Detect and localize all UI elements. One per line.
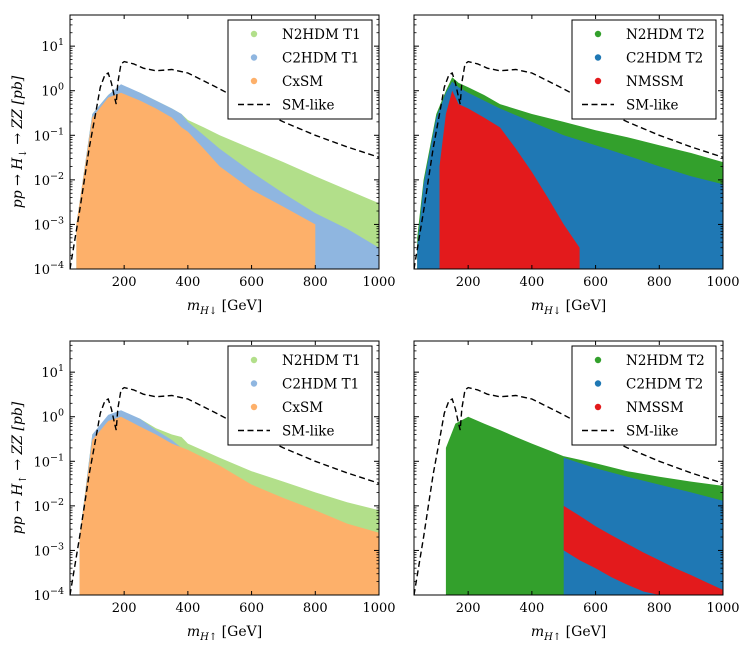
series-nmssm [563, 505, 723, 595]
x-tick-label: 800 [647, 275, 672, 290]
legend-label-c2hdm-t2: C2HDM T2 [626, 377, 703, 393]
legend-box [227, 345, 373, 446]
y-tick-label: 100 [41, 82, 64, 100]
x-tick-label: 1000 [706, 275, 739, 290]
legend-label-nmssm: NMSSM [626, 74, 684, 90]
y-tick-label: 101 [41, 363, 64, 381]
legend-label-n2hdm-t2: N2HDM T2 [626, 353, 705, 369]
x-tick-label: 1000 [706, 601, 739, 616]
y-tick-label: 10−2 [33, 171, 64, 189]
x-axis-label: mH↓ [GeV] [531, 298, 606, 317]
legend: N2HDM T1 C2HDM T1 CxSM SM-like [227, 345, 373, 446]
y-tick-label: 10−1 [33, 126, 64, 144]
legend-marker-n2hdm-t1 [250, 30, 258, 38]
x-tick-label: 400 [175, 601, 200, 616]
legend-label-n2hdm-t1: N2HDM T1 [282, 27, 361, 43]
legend-marker-c2hdm-t2 [594, 380, 602, 387]
plot-area [414, 60, 723, 269]
series-cxsm [76, 92, 316, 269]
legend-label-sm-like: SM-like [282, 424, 334, 440]
legend-label-c2hdm-t2: C2HDM T2 [626, 51, 703, 67]
x-tick-label: 800 [303, 601, 328, 616]
legend: N2HDM T1 C2HDM T1 CxSM SM-like [227, 19, 373, 120]
y-tick-label: 10−3 [33, 215, 64, 233]
y-tick-label: 10−1 [33, 452, 64, 470]
plot-area [70, 386, 379, 595]
x-tick-label: 600 [239, 601, 264, 616]
plot-area [414, 386, 723, 595]
legend-marker-nmssm [594, 403, 602, 411]
legend-label-c2hdm-t1: C2HDM T1 [282, 377, 359, 393]
legend-label-n2hdm-t2: N2HDM T2 [626, 27, 705, 43]
legend-box [571, 19, 717, 120]
series-nmssm [439, 90, 580, 269]
legend: N2HDM T2 C2HDM T2 NMSSM SM-like [571, 19, 717, 120]
legend-label-cxsm: CxSM [282, 400, 323, 416]
x-tick-label: 600 [239, 275, 264, 290]
y-tick-label: 101 [41, 37, 64, 55]
legend-box [571, 345, 717, 446]
y-axis-label: pp → H↑ → ZZ [pb] [10, 401, 29, 534]
y-tick-label: 10−3 [33, 541, 64, 559]
x-tick-label: 200 [112, 601, 137, 616]
x-axis-label: mH↑ [GeV] [531, 624, 606, 643]
x-tick-label: 600 [583, 601, 608, 616]
legend-label-nmssm: NMSSM [626, 400, 684, 416]
panel-top-left: 200 400 600 800 1000 10−4 10−3 10−2 10−1 100 101 mH… [10, 14, 396, 317]
panel-bottom-left: 200 400 600 800 1000 10−4 10−3 10−2 10−1 100 101 mH… [10, 340, 396, 643]
legend-label-sm-like: SM-like [282, 98, 334, 114]
x-tick-label: 200 [456, 601, 481, 616]
y-tick-label: 10−2 [33, 497, 64, 515]
x-tick-label: 200 [456, 275, 481, 290]
legend-marker-c2hdm-t1 [250, 380, 258, 387]
series-cxsm [79, 416, 379, 595]
x-tick-label: 1000 [362, 601, 395, 616]
panel-bottom-right: 200 400 600 800 1000 mH↑ [GeV] N2HDM T2 C2HDM T… [413, 340, 740, 643]
x-tick-label: 400 [175, 275, 200, 290]
legend-label-sm-like: SM-like [626, 98, 678, 114]
legend-label-sm-like: SM-like [626, 424, 678, 440]
legend-marker-n2hdm-t1 [250, 356, 258, 364]
x-tick-label: 400 [519, 275, 544, 290]
legend-label-c2hdm-t1: C2HDM T1 [282, 51, 359, 67]
x-tick-label: 800 [647, 601, 672, 616]
legend-box [227, 19, 373, 120]
legend-marker-c2hdm-t1 [250, 54, 258, 61]
legend-label-n2hdm-t1: N2HDM T1 [282, 353, 361, 369]
panel-top-right: 200 400 600 800 1000 mH↓ [GeV] N2HDM T2 C2HDM T… [413, 14, 740, 317]
x-tick-label: 200 [112, 275, 137, 290]
x-axis-label: mH↑ [GeV] [187, 624, 262, 643]
legend: N2HDM T2 C2HDM T2 NMSSM SM-like [571, 345, 717, 446]
legend-marker-n2hdm-t2 [594, 356, 602, 364]
legend-marker-nmssm [594, 77, 602, 85]
legend-label-cxsm: CxSM [282, 74, 323, 90]
y-tick-label: 10−4 [33, 586, 64, 604]
legend-marker-c2hdm-t2 [594, 54, 602, 61]
x-axis-label: mH↓ [GeV] [187, 298, 262, 317]
plot-area [70, 60, 379, 269]
legend-marker-cxsm [250, 77, 258, 85]
legend-marker-n2hdm-t2 [594, 30, 602, 38]
x-tick-label: 800 [303, 275, 328, 290]
y-tick-label: 10−4 [33, 260, 64, 278]
x-tick-label: 400 [519, 601, 544, 616]
x-tick-label: 1000 [362, 275, 395, 290]
y-tick-label: 100 [41, 408, 64, 426]
legend-marker-cxsm [250, 403, 258, 411]
x-tick-label: 600 [583, 275, 608, 290]
y-axis-label: pp → H↓ → ZZ [pb] [10, 75, 29, 208]
